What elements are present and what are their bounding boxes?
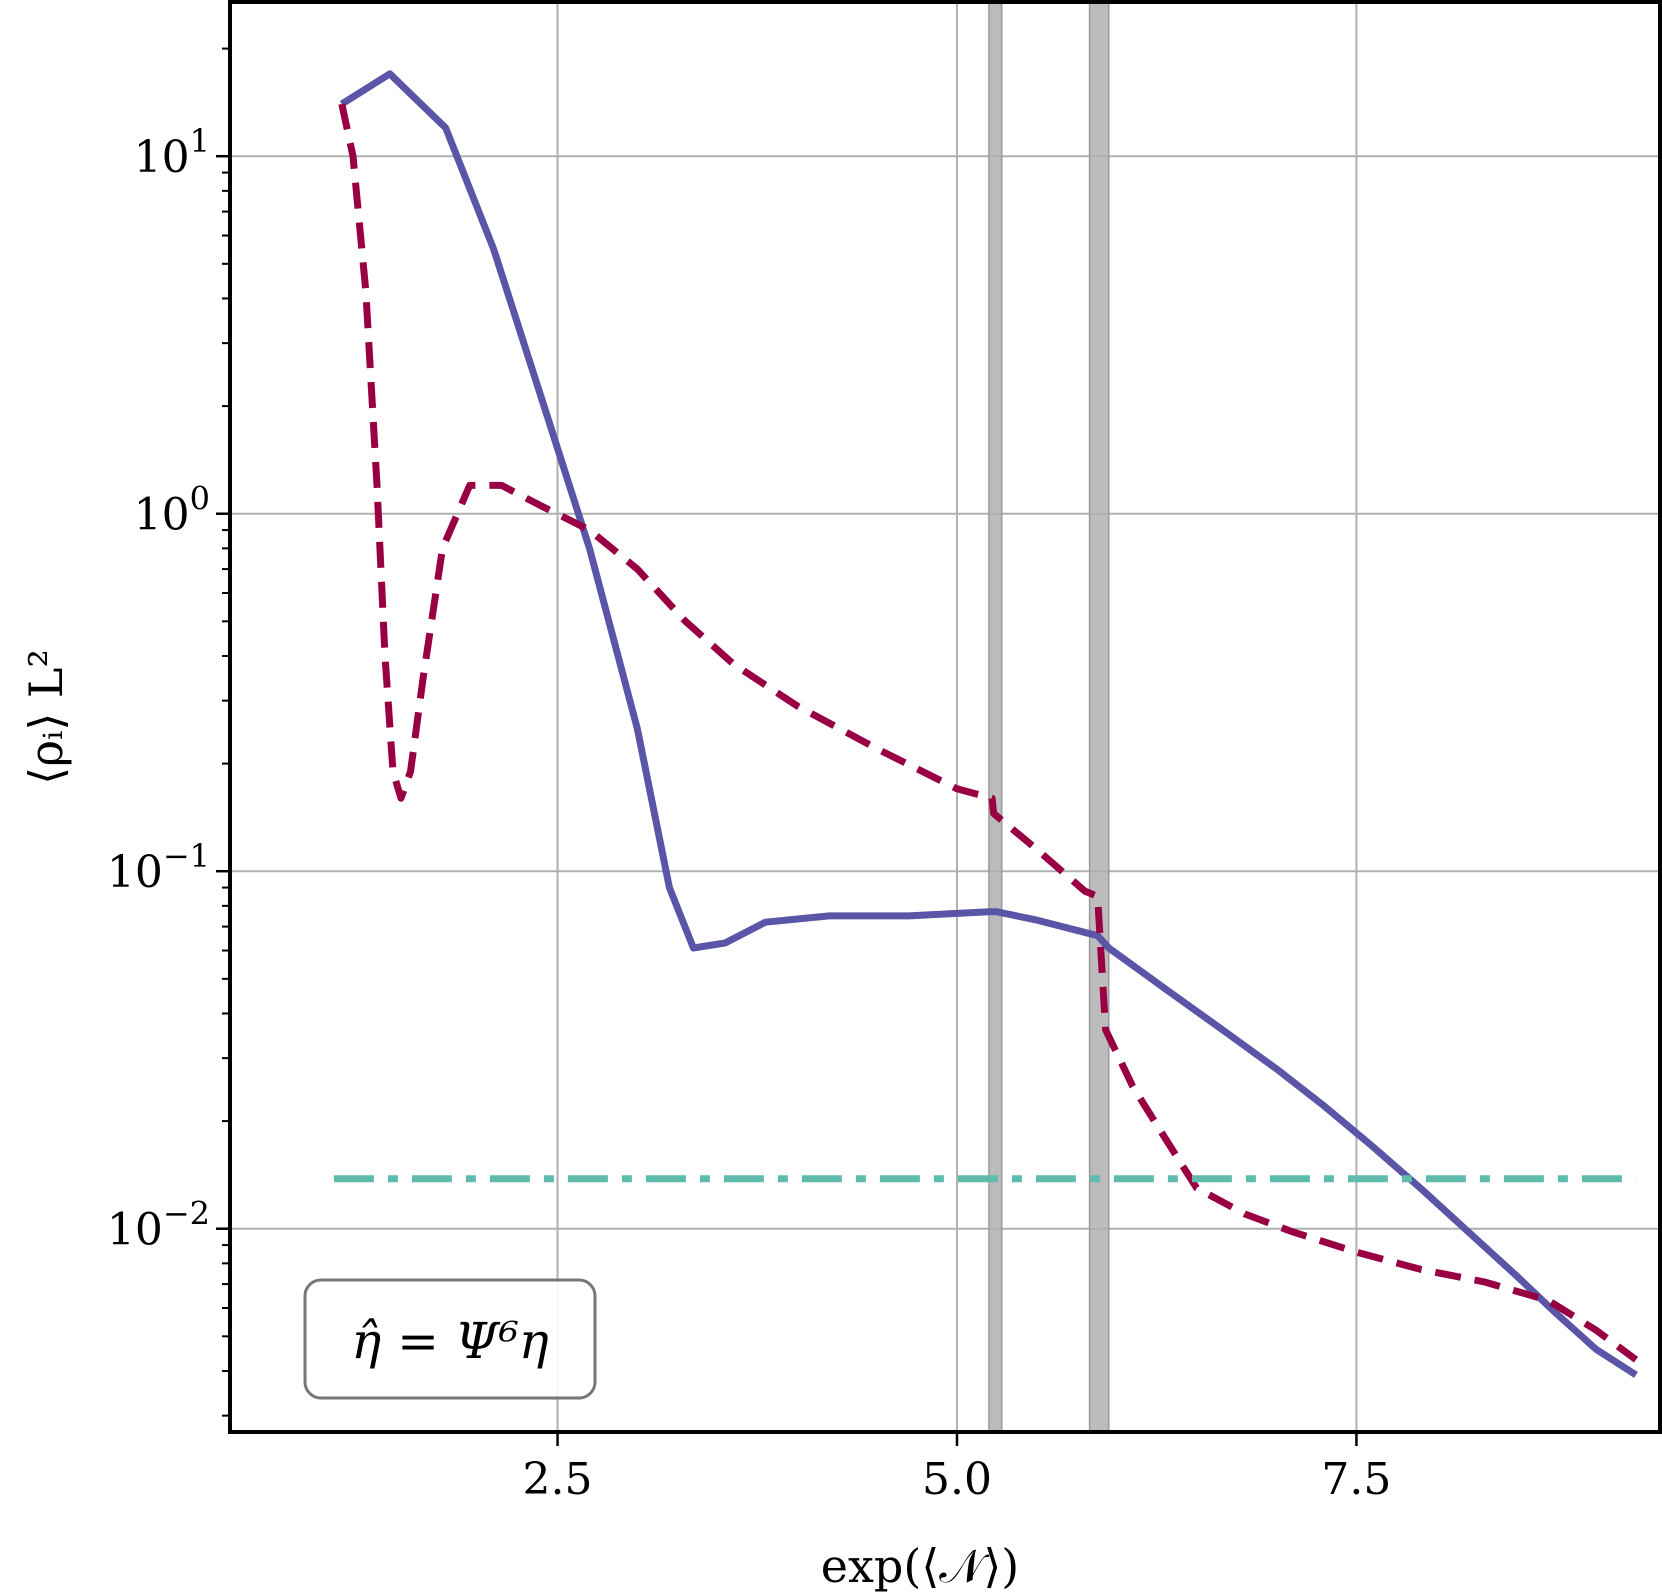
- y-tick-label: 10−1: [107, 837, 210, 898]
- annotation-text: η̂ = Ψ⁶η: [351, 1312, 549, 1370]
- grid-layer: [230, 2, 1660, 1432]
- y-axis-label: ⟨ρᵢ⟩ L²: [19, 649, 73, 785]
- y-tick-label: 100: [134, 480, 210, 541]
- x-tick-label: 2.5: [523, 1454, 593, 1505]
- axes-frame: [228, 0, 1662, 1434]
- tick-layer: 2.5 5.0 7.5 101 100 10−1 10−2: [107, 47, 1391, 1505]
- y-tick-label: 10−2: [107, 1195, 210, 1256]
- series-layer: [333, 70, 1639, 1378]
- series-line-solid: [339, 70, 1638, 1378]
- vertical-band: [1088, 1, 1110, 1433]
- x-axis-label: exp(⟨𝒩⟩): [821, 1539, 1019, 1593]
- y-tick-label: 101: [134, 122, 210, 183]
- vertical-band: [988, 1, 1003, 1433]
- annotation-layer: η̂ = Ψ⁶η: [303, 1278, 597, 1400]
- annotation-box: [303, 1278, 597, 1400]
- x-tick-label: 7.5: [1321, 1454, 1391, 1505]
- series-line-dashed: [338, 103, 1639, 1363]
- band-layer: [988, 1, 1110, 1433]
- x-tick-label: 5.0: [922, 1454, 992, 1505]
